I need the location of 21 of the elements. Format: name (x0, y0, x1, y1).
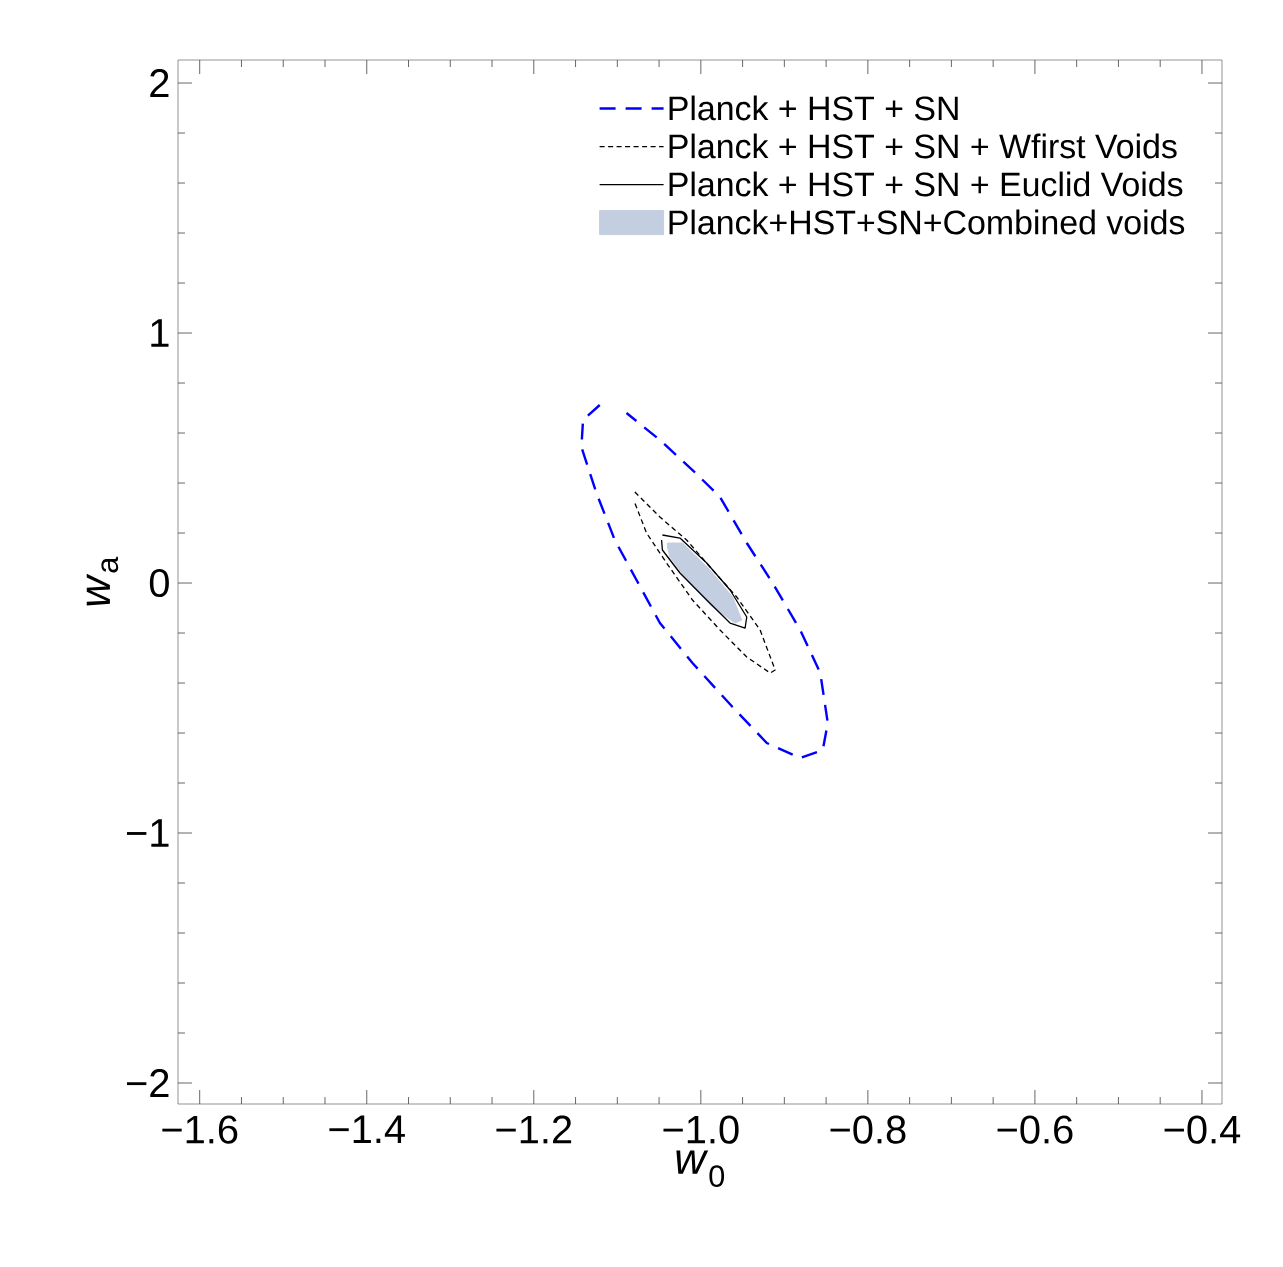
x-tick-label: −1.2 (496, 1115, 572, 1144)
x-tick-label: −0.6 (997, 1115, 1073, 1144)
y-tick-label: −1 (127, 819, 169, 847)
y-axis-title: w$_{a}$ (86, 556, 119, 606)
x-tick-label: −1.4 (329, 1115, 405, 1143)
y-tick-label: 1 (151, 319, 169, 347)
x-tick-label: −1.0 (663, 1115, 739, 1144)
line-series (660, 534, 748, 629)
legend-label: Planck + HST + SN (669, 95, 958, 121)
legend-label: Planck + HST + SN + Euclid Voids (669, 171, 1183, 197)
legend-label: Planck+HST+SN+Combined voids (669, 209, 1185, 235)
x-tick-label: −1.6 (162, 1115, 238, 1144)
x-tick-label: −0.4 (1164, 1115, 1241, 1144)
x-tick-label: −0.8 (830, 1115, 906, 1144)
y-tick-label: 0 (149, 568, 169, 598)
line-series (580, 403, 829, 760)
y-tick-label: −2 (127, 1069, 169, 1097)
line-series (634, 491, 776, 674)
legend-label: Planck + HST + SN + Wfirst Voids (669, 133, 1177, 159)
y-tick-label: 2 (150, 69, 169, 97)
x-axis-title: w$_{0}$ (676, 1150, 725, 1187)
